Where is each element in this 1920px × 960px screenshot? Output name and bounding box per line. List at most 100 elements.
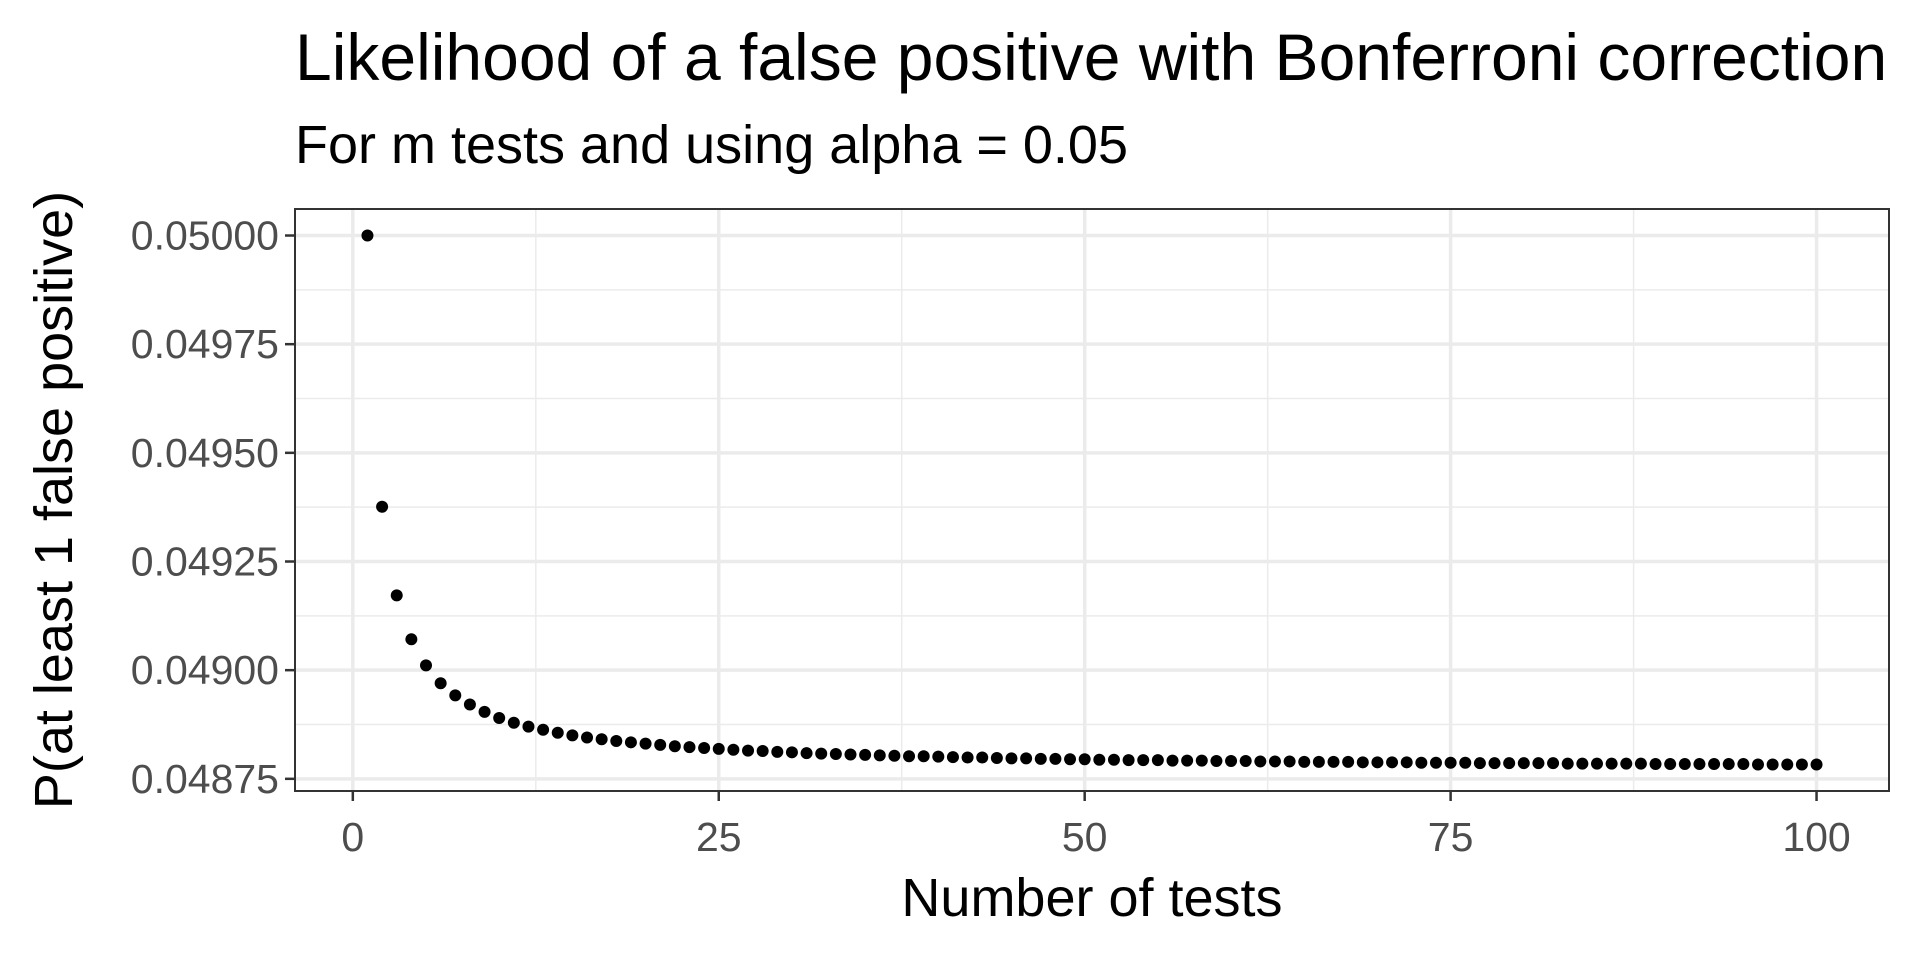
point [1371, 756, 1384, 769]
point [1429, 756, 1442, 769]
point [712, 742, 725, 755]
point [610, 735, 623, 748]
point [873, 749, 886, 762]
point [668, 740, 681, 753]
point [390, 589, 403, 602]
point [1034, 752, 1047, 765]
point [566, 729, 579, 742]
point [800, 747, 813, 760]
point [1649, 758, 1662, 771]
point [1737, 758, 1750, 771]
point [507, 716, 520, 729]
point [1795, 758, 1808, 771]
point [1386, 756, 1399, 769]
point [361, 229, 374, 242]
point [1151, 754, 1164, 767]
point [1678, 758, 1691, 771]
point [1020, 752, 1033, 765]
point [1561, 757, 1574, 770]
point [1049, 752, 1062, 765]
point [932, 750, 945, 763]
point [624, 736, 637, 749]
point [1298, 755, 1311, 768]
y-tick-label: 0.05000 [131, 213, 279, 259]
point [449, 689, 462, 702]
point [1517, 757, 1530, 770]
point [654, 738, 667, 751]
point [595, 733, 608, 746]
y-tick-label: 0.04975 [131, 321, 279, 367]
chart-title: Likelihood of a false positive with Bonf… [295, 20, 1887, 94]
point [1810, 758, 1823, 771]
point [1239, 755, 1252, 768]
point [420, 659, 433, 672]
y-tick-label: 0.04875 [131, 756, 279, 802]
point [683, 741, 696, 754]
point [1473, 757, 1486, 770]
point [946, 751, 959, 764]
point [888, 749, 901, 762]
point [1532, 757, 1545, 770]
point [551, 726, 564, 739]
point [1488, 757, 1501, 770]
x-tick-label: 50 [1062, 814, 1108, 860]
point [463, 698, 476, 711]
point [1137, 754, 1150, 767]
point [1547, 757, 1560, 770]
point [1356, 756, 1369, 769]
point [1210, 755, 1223, 768]
panel [295, 209, 1889, 791]
point [405, 633, 418, 646]
x-axis-title: Number of tests [901, 868, 1282, 928]
panel-border [294, 208, 1890, 792]
point [903, 750, 916, 763]
point [1605, 757, 1618, 770]
point [961, 751, 974, 764]
point [1693, 758, 1706, 771]
point [639, 737, 652, 750]
point [1327, 755, 1340, 768]
y-tick-label: 0.04925 [131, 539, 279, 585]
point [493, 711, 506, 724]
point [1634, 757, 1647, 770]
point [771, 745, 784, 758]
point [1005, 752, 1018, 765]
point [581, 731, 594, 744]
point [815, 747, 828, 760]
point [478, 705, 491, 718]
point [1708, 758, 1721, 771]
point [1664, 758, 1677, 771]
point [1166, 754, 1179, 767]
chart-subtitle: For m tests and using alpha = 0.05 [295, 115, 1128, 175]
point [756, 745, 769, 758]
point [1107, 753, 1120, 766]
point [1122, 754, 1135, 767]
point [976, 751, 989, 764]
point [1722, 758, 1735, 771]
x-tick-label: 100 [1782, 814, 1850, 860]
point [727, 743, 740, 756]
y-axis-title: P(at least 1 false positive) [24, 191, 84, 809]
point [1312, 755, 1325, 768]
point [844, 748, 857, 761]
point [1620, 757, 1633, 770]
point [1751, 758, 1764, 771]
point [698, 741, 711, 754]
point [1459, 756, 1472, 769]
point [1342, 755, 1355, 768]
point [522, 720, 535, 733]
point [1078, 753, 1091, 766]
point [785, 746, 798, 759]
y-tick-label: 0.04900 [131, 647, 279, 693]
point [1283, 755, 1296, 768]
point [1225, 755, 1238, 768]
point [917, 750, 930, 763]
y-tick-label: 0.04950 [131, 430, 279, 476]
point [1415, 756, 1428, 769]
point [1064, 753, 1077, 766]
point [859, 748, 872, 761]
point [990, 751, 1003, 764]
x-tick-label: 75 [1428, 814, 1474, 860]
